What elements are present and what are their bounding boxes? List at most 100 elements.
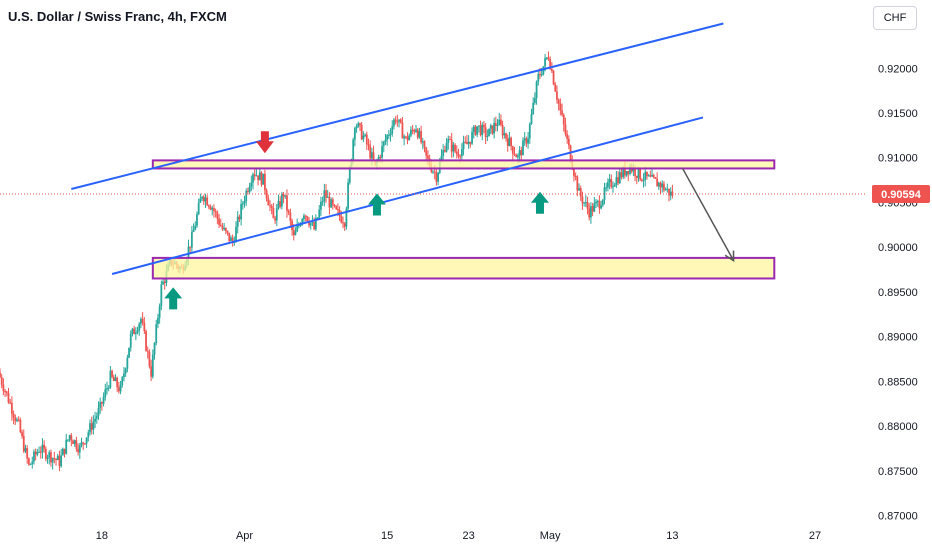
candle-body xyxy=(204,197,207,202)
candle-body xyxy=(656,178,659,187)
candle-body xyxy=(659,182,662,188)
candle-body xyxy=(145,331,147,351)
candle-body xyxy=(263,173,266,191)
candle-body xyxy=(304,215,307,217)
candle-body xyxy=(320,201,322,210)
candle-body xyxy=(148,351,151,367)
candle-body xyxy=(321,201,324,203)
candle-body xyxy=(318,209,321,218)
candle-body xyxy=(75,440,78,449)
candle-body xyxy=(557,99,560,104)
candle-body xyxy=(335,206,338,210)
candle-body xyxy=(26,448,29,459)
candle-body xyxy=(539,73,541,76)
candle-body xyxy=(477,125,480,127)
candle-body xyxy=(163,281,166,283)
candle-body xyxy=(550,69,553,71)
candle-body xyxy=(403,136,406,139)
candle-body xyxy=(143,322,146,332)
candle-body xyxy=(437,172,439,182)
candle-body xyxy=(503,133,506,136)
candle-body xyxy=(442,150,445,156)
candle-body xyxy=(394,119,397,122)
candle-body xyxy=(199,198,202,203)
candle-body xyxy=(121,377,124,386)
candle-body xyxy=(50,452,52,463)
candle-body xyxy=(467,141,470,145)
y-tick-label: 0.89500 xyxy=(878,287,918,299)
candle-body xyxy=(642,179,645,181)
candle-body xyxy=(53,458,56,460)
x-tick-label: 18 xyxy=(96,530,108,542)
y-tick-label: 0.91500 xyxy=(878,108,918,120)
candle-body xyxy=(566,134,569,139)
candle-body xyxy=(464,141,467,143)
candle-body xyxy=(669,191,672,196)
candle-body xyxy=(596,200,599,202)
candle-body xyxy=(284,195,287,197)
candle-body xyxy=(381,146,383,158)
candle-body xyxy=(274,218,276,221)
candle-body xyxy=(591,206,594,212)
candle-body xyxy=(418,131,421,138)
currency-button[interactable]: CHF xyxy=(873,6,917,30)
candle-body xyxy=(618,172,621,184)
candle-body xyxy=(84,443,86,445)
candle-body xyxy=(123,373,125,378)
candle-body xyxy=(141,318,144,323)
candle-body xyxy=(598,200,601,209)
candle-body xyxy=(197,202,200,215)
candle-body xyxy=(449,139,451,141)
candle-body xyxy=(337,209,339,211)
candle-body xyxy=(522,140,524,156)
candle-body xyxy=(454,144,456,152)
candle-body xyxy=(460,149,463,157)
candle-body xyxy=(313,222,316,230)
y-tick-label: 0.89000 xyxy=(878,332,918,344)
candle-body xyxy=(517,155,519,158)
candle-body xyxy=(56,455,59,461)
candle-body xyxy=(14,417,17,422)
candle-body xyxy=(606,182,609,188)
price-axis[interactable]: 0.920000.915000.910000.905000.900000.895… xyxy=(872,63,930,523)
candle-body xyxy=(224,228,227,231)
candle-body xyxy=(501,124,504,136)
up-arrow-icon xyxy=(367,193,386,216)
candle-body xyxy=(85,437,88,444)
candle-body xyxy=(533,98,536,103)
candle-body xyxy=(111,370,113,377)
candle-body xyxy=(104,389,107,398)
candle-body xyxy=(48,452,51,458)
time-axis[interactable]: 18 Apr 15 23 May 13 27 xyxy=(96,530,821,542)
candle-body xyxy=(540,74,543,76)
candle-body xyxy=(9,402,12,404)
candle-body xyxy=(100,402,103,404)
candle-body xyxy=(399,119,402,123)
candle-body xyxy=(352,139,355,160)
candle-body xyxy=(500,119,502,125)
candle-body xyxy=(472,126,475,132)
candle-body xyxy=(22,436,25,452)
candle-body xyxy=(615,177,618,185)
candle-body xyxy=(129,333,132,348)
candle-body xyxy=(202,196,205,202)
candle-body xyxy=(479,125,482,136)
candle-body xyxy=(644,171,647,180)
candle-body xyxy=(617,177,619,184)
candle-body xyxy=(432,171,434,173)
candle-body xyxy=(528,124,531,139)
candle-body xyxy=(133,328,136,335)
candle-body xyxy=(230,237,232,241)
candle-body xyxy=(124,368,127,374)
candle-body xyxy=(590,206,592,218)
candle-body xyxy=(238,216,241,220)
candle-body xyxy=(664,189,667,191)
candle-body xyxy=(625,171,628,176)
channel-upper-line xyxy=(71,22,724,190)
candle-body xyxy=(421,141,424,143)
candle-body xyxy=(34,451,37,455)
candle-body xyxy=(576,176,579,191)
candle-body xyxy=(296,225,299,232)
candle-body xyxy=(252,174,254,183)
